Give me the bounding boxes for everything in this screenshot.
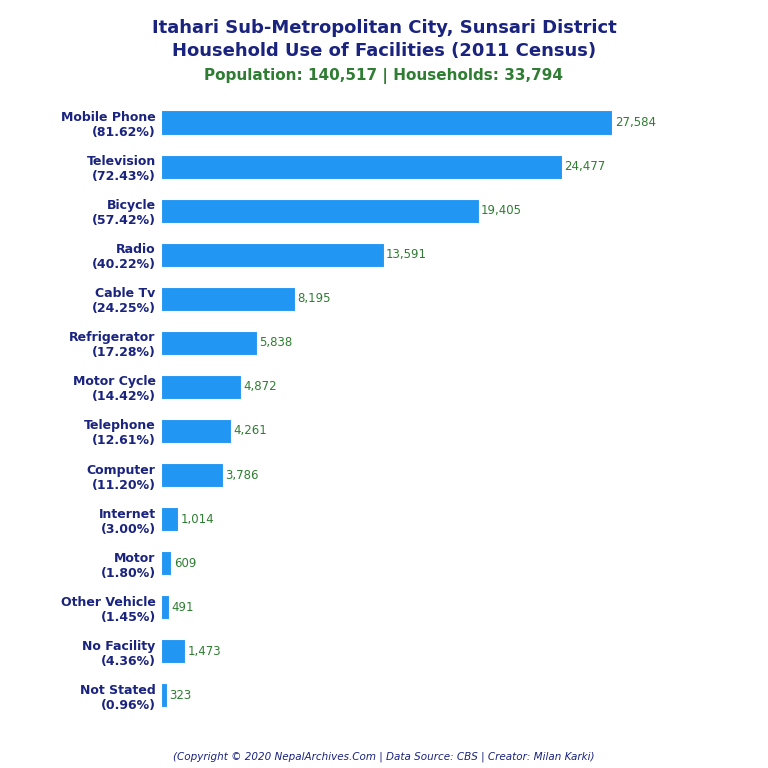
Bar [161, 243, 383, 267]
Text: 24,477: 24,477 [564, 161, 605, 173]
Text: 491: 491 [172, 601, 194, 614]
Bar [161, 684, 167, 707]
Text: Household Use of Facilities (2011 Census): Household Use of Facilities (2011 Census… [172, 42, 596, 60]
Text: 1,014: 1,014 [180, 512, 214, 525]
Text: 4,872: 4,872 [243, 380, 277, 393]
Text: 609: 609 [174, 557, 196, 570]
Bar [161, 639, 185, 664]
Text: Itahari Sub-Metropolitan City, Sunsari District: Itahari Sub-Metropolitan City, Sunsari D… [151, 19, 617, 37]
Text: 1,473: 1,473 [188, 645, 221, 657]
Bar [161, 507, 178, 531]
Text: 13,591: 13,591 [386, 248, 427, 261]
Bar [161, 111, 612, 134]
Text: 3,786: 3,786 [226, 468, 259, 482]
Bar [161, 375, 241, 399]
Bar [161, 595, 169, 619]
Text: 5,838: 5,838 [259, 336, 293, 349]
Bar [161, 331, 257, 355]
Bar [161, 551, 171, 575]
Text: 19,405: 19,405 [481, 204, 522, 217]
Bar [161, 199, 478, 223]
Text: (Copyright © 2020 NepalArchives.Com | Data Source: CBS | Creator: Milan Karki): (Copyright © 2020 NepalArchives.Com | Da… [174, 751, 594, 762]
Text: 27,584: 27,584 [614, 116, 656, 129]
Text: 8,195: 8,195 [298, 293, 331, 306]
Text: 4,261: 4,261 [233, 425, 267, 438]
Text: 323: 323 [169, 689, 191, 702]
Bar [161, 419, 231, 443]
Bar [161, 286, 295, 311]
Bar [161, 463, 223, 487]
Bar [161, 154, 561, 179]
Text: Population: 140,517 | Households: 33,794: Population: 140,517 | Households: 33,794 [204, 68, 564, 84]
